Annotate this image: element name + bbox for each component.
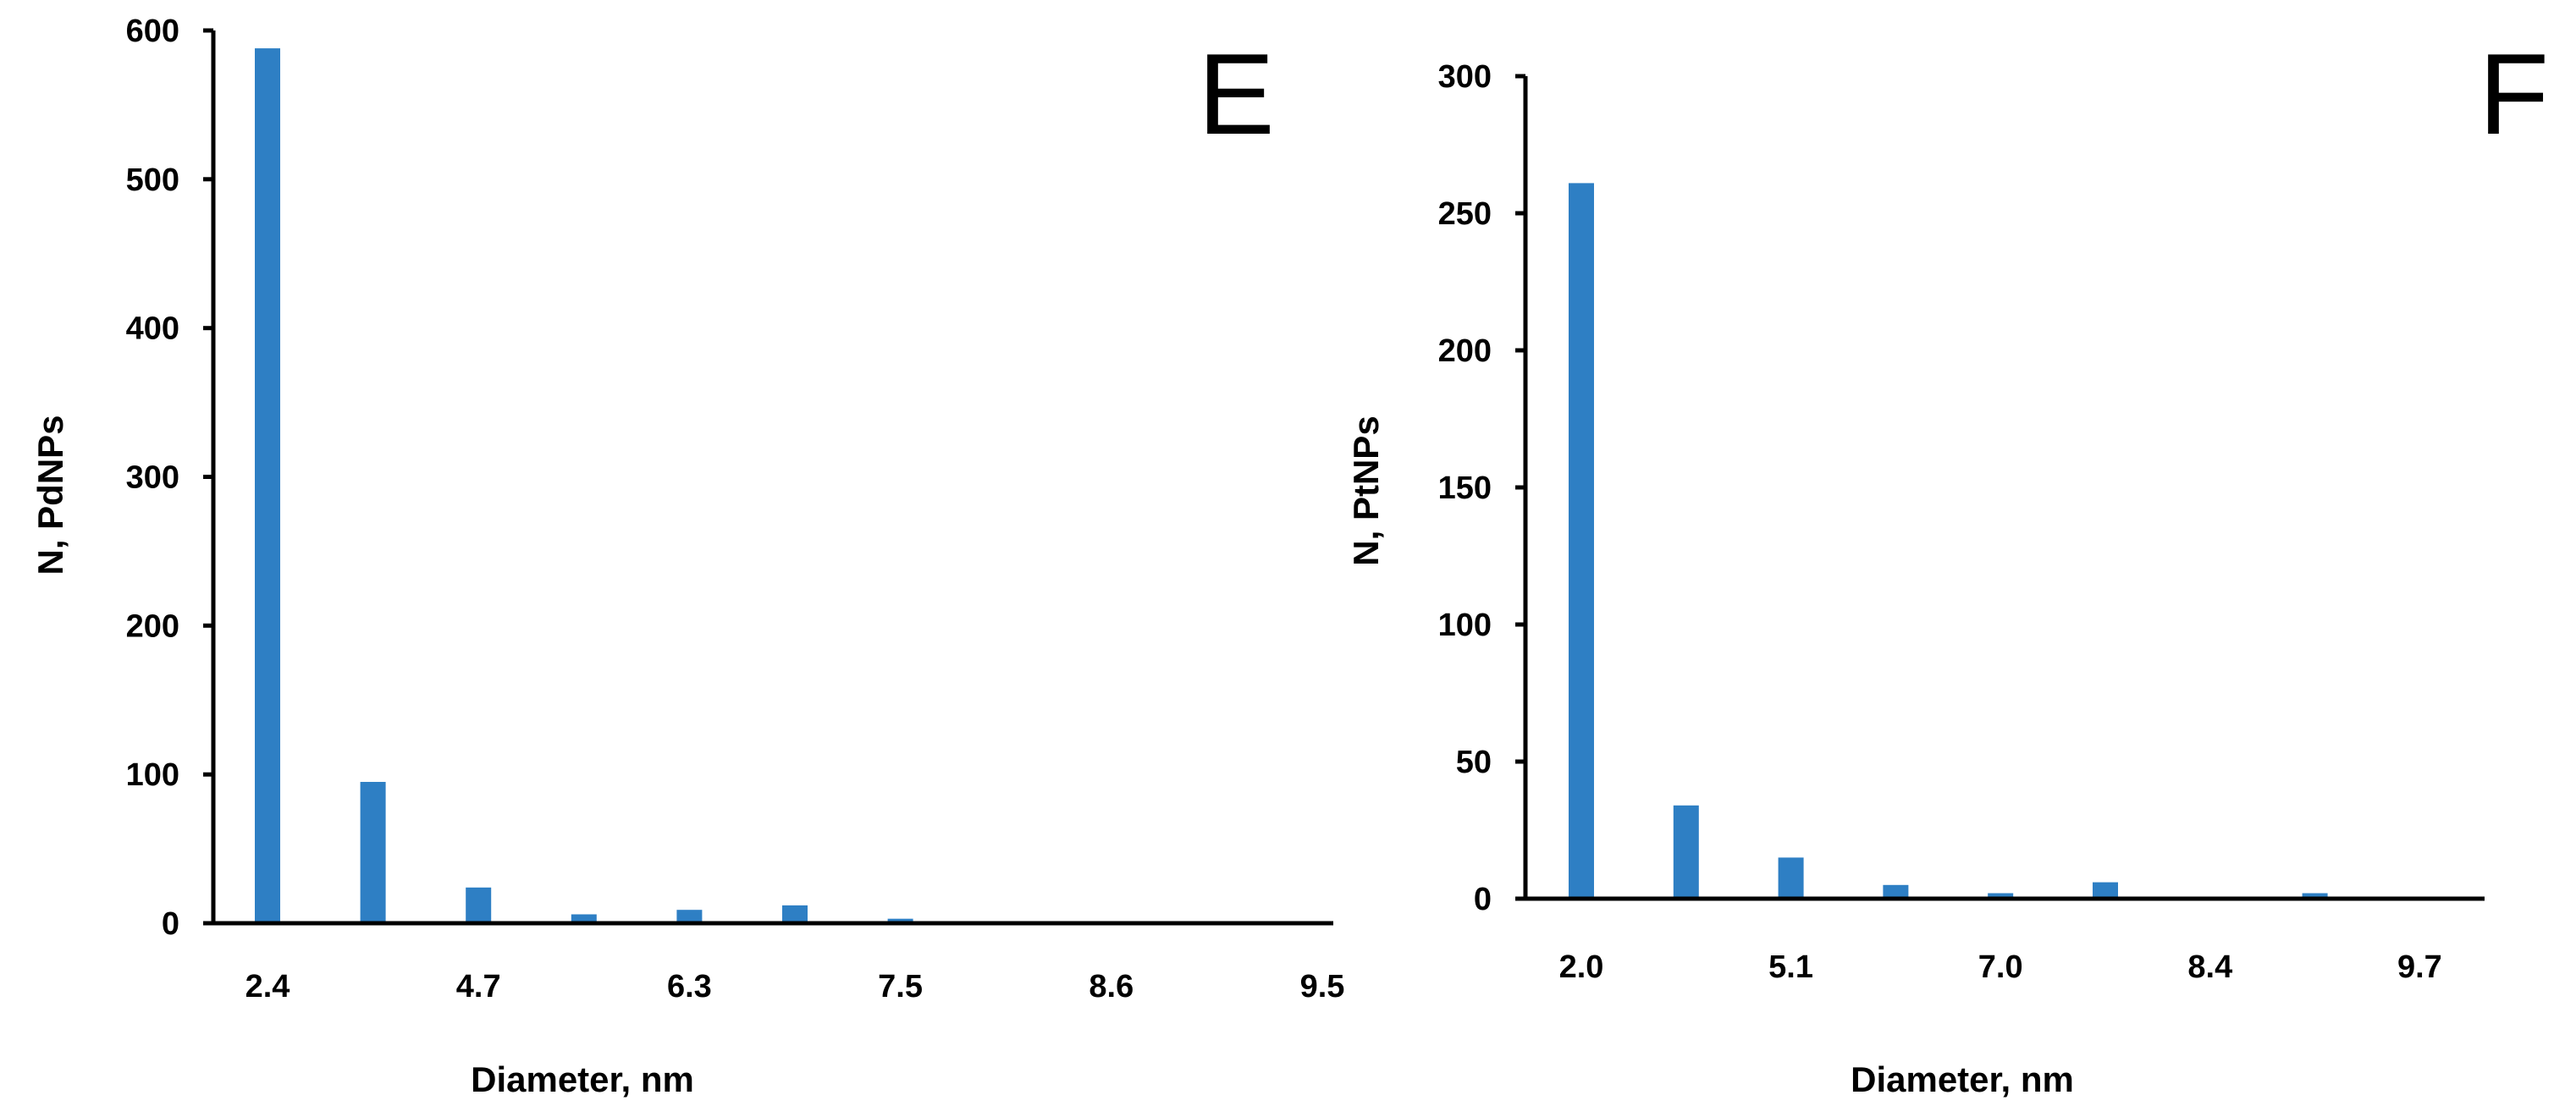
y-tick-label-e-6: 600 [126, 14, 179, 49]
histogram-panel-f: F N, PtNPs Diameter, nm 0 50 100 150 200 250 3… [1346, 30, 2549, 1099]
x-tick-label-f-2: 5.1 [1768, 949, 1813, 985]
bar-e-6 [887, 918, 913, 923]
bar-e-2 [466, 887, 492, 923]
x-tick-label-e-8: 8.6 [1089, 969, 1134, 1004]
y-tick-label-e-1: 100 [126, 757, 179, 793]
panel-label-e: E [1198, 30, 1275, 158]
y-ticks-e: 0 100 200 300 400 500 600 [126, 14, 213, 942]
bar-e-4 [676, 910, 703, 923]
bar-f-5 [2093, 882, 2118, 899]
x-axis-title-e: Diameter, nm [471, 1059, 694, 1099]
bar-f-4 [1988, 893, 2014, 899]
y-tick-label-e-0: 0 [162, 906, 179, 942]
x-tick-label-e-10: 9.5 [1300, 969, 1345, 1004]
y-tick-label-f-5: 250 [1438, 196, 1492, 232]
bar-f-2 [1778, 857, 1804, 899]
bar-f-1 [1673, 805, 1699, 899]
y-axis-title-e: N, PdNPs [30, 415, 70, 575]
y-tick-label-f-6: 300 [1438, 59, 1492, 95]
x-axis-title-f: Diameter, nm [1851, 1059, 2074, 1099]
x-tick-label-e-2: 4.7 [456, 969, 501, 1004]
y-tick-label-f-1: 50 [1456, 745, 1492, 780]
y-axis-title-f: N, PtNPs [1346, 415, 1386, 565]
panel-label-f: F [2479, 30, 2549, 158]
x-tick-label-e-6: 7.5 [878, 969, 923, 1004]
y-ticks-f: 0 50 100 150 200 250 300 [1438, 59, 1525, 917]
bar-f-0 [1569, 183, 1594, 899]
x-tick-label-f-4: 7.0 [1978, 949, 2023, 985]
y-tick-label-e-5: 500 [126, 162, 179, 198]
bar-e-1 [360, 782, 386, 923]
bar-e-0 [255, 48, 280, 924]
x-tick-label-f-8: 9.7 [2397, 949, 2442, 985]
y-tick-label-f-0: 0 [1474, 882, 1492, 917]
bar-f-7 [2302, 893, 2328, 899]
y-tick-label-f-4: 200 [1438, 333, 1492, 369]
x-tick-label-f-6: 8.4 [2187, 949, 2232, 985]
y-tick-label-e-2: 200 [126, 608, 179, 644]
y-tick-label-e-4: 400 [126, 311, 179, 347]
y-tick-label-f-3: 150 [1438, 470, 1492, 506]
x-tick-label-e-4: 6.3 [667, 969, 712, 1004]
histogram-panel-e: E N, PdNPs Diameter, nm 0 100 200 300 400 500… [30, 14, 1344, 1099]
x-tick-labels-e: 2.4 4.7 6.3 7.5 8.6 9.5 [245, 969, 1345, 1004]
bars-e [255, 48, 913, 924]
x-tick-label-f-0: 2.0 [1559, 949, 1604, 985]
y-tick-label-e-3: 300 [126, 460, 179, 496]
bar-e-3 [571, 914, 597, 923]
y-tick-label-f-2: 100 [1438, 608, 1492, 643]
x-tick-label-e-0: 2.4 [245, 969, 290, 1004]
bar-e-5 [782, 905, 808, 923]
bars-f [1569, 183, 2328, 899]
x-tick-labels-f: 2.0 5.1 7.0 8.4 9.7 [1559, 949, 2442, 985]
bar-f-3 [1883, 884, 1909, 899]
